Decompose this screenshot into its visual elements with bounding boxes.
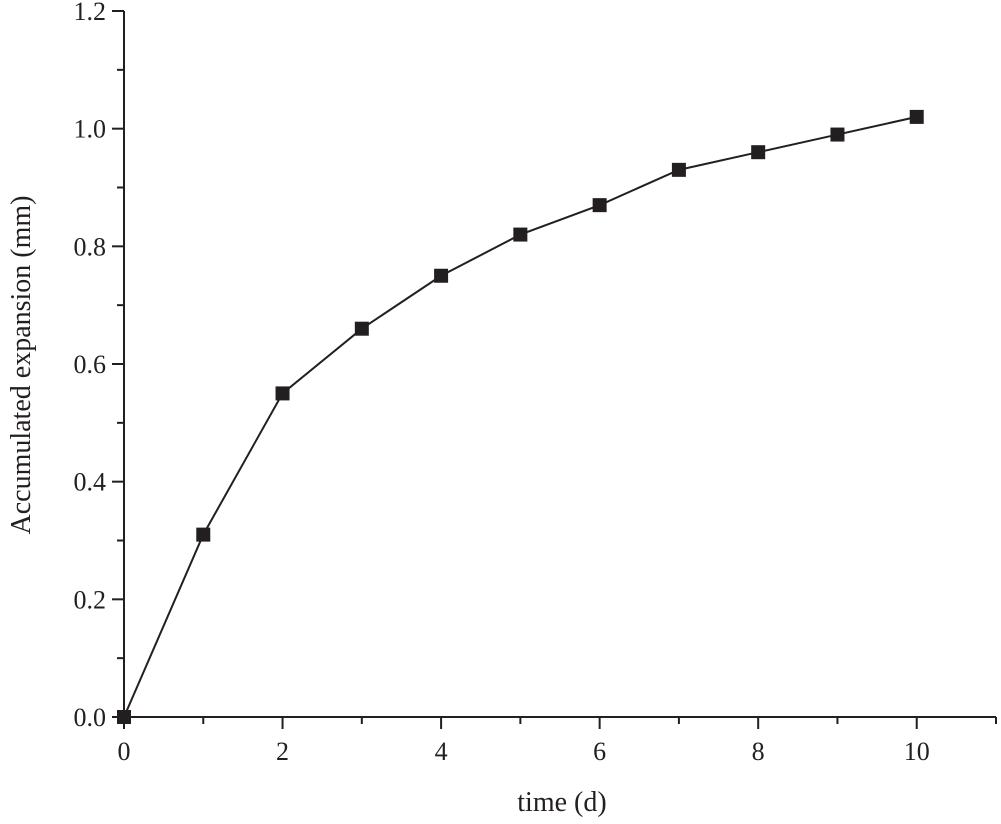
data-point: [909, 109, 924, 124]
data-point: [354, 321, 369, 336]
x-tick-label: 4: [435, 737, 448, 766]
series-layer: [117, 109, 924, 724]
y-axis-title: Accumulated expansion (mm): [6, 195, 37, 534]
data-point: [275, 386, 290, 401]
x-axis-title: time (d): [517, 787, 606, 818]
y-tick-label: 0.8: [74, 232, 107, 261]
y-tick-label: 1.0: [74, 115, 107, 144]
data-point: [671, 162, 686, 177]
axes: [123, 11, 996, 718]
y-tick-label: 0.6: [74, 350, 107, 379]
y-tick-label: 1.2: [74, 0, 107, 26]
data-point: [592, 198, 607, 213]
data-point: [434, 268, 449, 283]
x-tick-label: 8: [752, 737, 765, 766]
series-line: [123, 115, 917, 718]
y-tick-label: 0.4: [74, 468, 107, 497]
data-point: [513, 227, 528, 242]
x-axis-ticks: 0 2 4 6 8 10: [118, 717, 997, 766]
y-axis-ticks: 0.0 0.2 0.4 0.6 0.8 1.0 1.2: [74, 0, 124, 732]
x-tick-label: 2: [276, 737, 289, 766]
data-point: [117, 710, 131, 724]
x-tick-label: 10: [904, 737, 930, 766]
x-tick-label: 0: [118, 737, 131, 766]
data-point: [830, 127, 845, 142]
x-tick-label: 6: [593, 737, 606, 766]
y-tick-label: 0.2: [74, 585, 107, 614]
data-point: [196, 527, 211, 542]
data-point: [751, 145, 766, 160]
y-tick-label: 0.0: [74, 703, 107, 732]
